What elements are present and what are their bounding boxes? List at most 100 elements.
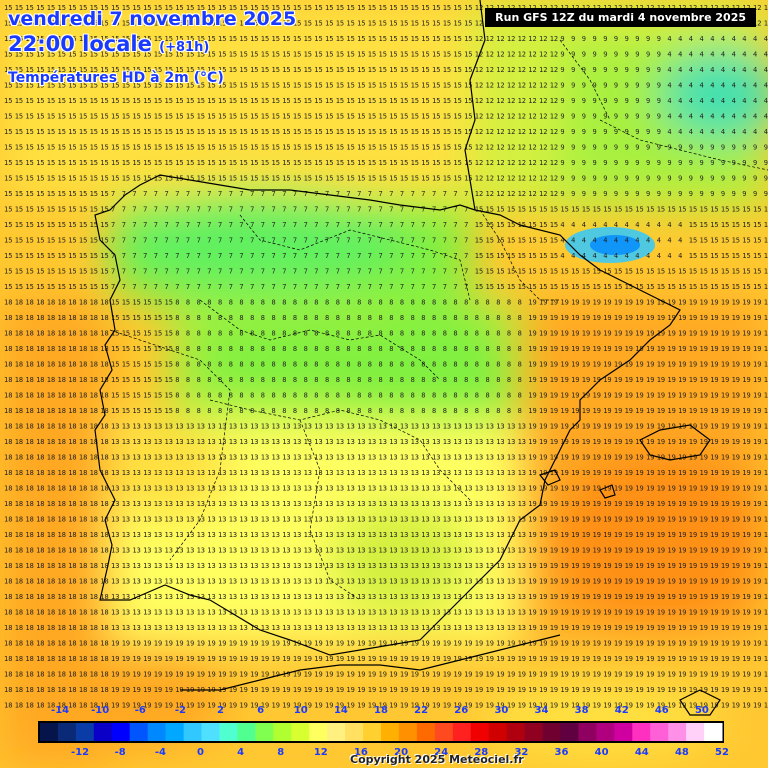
svg-text:18: 18 — [100, 531, 108, 539]
svg-text:18: 18 — [79, 686, 87, 694]
svg-text:13: 13 — [304, 516, 312, 524]
svg-text:18: 18 — [58, 407, 66, 415]
svg-text:15: 15 — [175, 35, 183, 43]
svg-text:8: 8 — [357, 299, 361, 307]
svg-text:15: 15 — [678, 206, 686, 214]
svg-text:13: 13 — [453, 593, 461, 601]
svg-text:4: 4 — [732, 82, 736, 90]
svg-text:13: 13 — [229, 624, 237, 632]
svg-text:19: 19 — [614, 469, 622, 477]
svg-text:19: 19 — [678, 407, 686, 415]
svg-text:13: 13 — [453, 578, 461, 586]
svg-text:15: 15 — [47, 4, 55, 12]
svg-text:8: 8 — [336, 376, 340, 384]
svg-text:19: 19 — [657, 361, 665, 369]
svg-text:18: 18 — [25, 407, 33, 415]
svg-text:19: 19 — [700, 531, 708, 539]
svg-text:18: 18 — [15, 438, 23, 446]
svg-text:19: 19 — [614, 330, 622, 338]
svg-text:4: 4 — [700, 128, 704, 136]
svg-text:13: 13 — [368, 500, 376, 508]
svg-text:18: 18 — [58, 469, 66, 477]
svg-text:19: 19 — [239, 702, 247, 710]
svg-text:18: 18 — [47, 376, 55, 384]
svg-text:15: 15 — [453, 82, 461, 90]
svg-text:19: 19 — [582, 593, 590, 601]
svg-text:15: 15 — [421, 144, 429, 152]
svg-text:18: 18 — [100, 485, 108, 493]
svg-text:8: 8 — [218, 330, 222, 338]
svg-text:13: 13 — [293, 547, 301, 555]
svg-text:19: 19 — [550, 624, 558, 632]
svg-text:12: 12 — [496, 128, 504, 136]
svg-text:8: 8 — [443, 361, 447, 369]
svg-text:9: 9 — [560, 82, 564, 90]
svg-text:13: 13 — [261, 454, 269, 462]
svg-text:15: 15 — [122, 82, 130, 90]
svg-text:13: 13 — [357, 531, 365, 539]
svg-text:18: 18 — [68, 686, 76, 694]
svg-text:15: 15 — [753, 206, 761, 214]
svg-text:15: 15 — [100, 190, 108, 198]
svg-text:19: 19 — [657, 593, 665, 601]
svg-text:18: 18 — [15, 330, 23, 338]
svg-text:19: 19 — [710, 655, 718, 663]
svg-text:19: 19 — [325, 655, 333, 663]
svg-text:8: 8 — [486, 392, 490, 400]
svg-text:19: 19 — [710, 516, 718, 524]
svg-text:15: 15 — [239, 175, 247, 183]
svg-text:19: 19 — [379, 655, 387, 663]
svg-text:15: 15 — [229, 4, 237, 12]
svg-text:19: 19 — [742, 655, 750, 663]
svg-text:15: 15 — [336, 113, 344, 121]
svg-text:15: 15 — [111, 392, 119, 400]
svg-text:19: 19 — [539, 454, 547, 462]
svg-text:19: 19 — [753, 671, 761, 679]
svg-text:19: 19 — [411, 686, 419, 694]
svg-text:19: 19 — [764, 562, 768, 570]
svg-text:8: 8 — [250, 345, 254, 353]
svg-text:19: 19 — [304, 671, 312, 679]
svg-text:13: 13 — [432, 485, 440, 493]
svg-text:7: 7 — [443, 268, 447, 276]
svg-text:8: 8 — [368, 392, 372, 400]
legend-label-top: 14 — [334, 705, 348, 716]
svg-text:15: 15 — [175, 128, 183, 136]
svg-text:8: 8 — [389, 345, 393, 353]
svg-text:15: 15 — [79, 144, 87, 152]
svg-text:15: 15 — [68, 144, 76, 152]
svg-text:15: 15 — [357, 66, 365, 74]
svg-text:19: 19 — [742, 438, 750, 446]
svg-text:19: 19 — [357, 671, 365, 679]
svg-text:19: 19 — [732, 361, 740, 369]
svg-text:8: 8 — [432, 392, 436, 400]
svg-text:13: 13 — [314, 516, 322, 524]
svg-text:8: 8 — [336, 361, 340, 369]
svg-text:4: 4 — [721, 82, 725, 90]
svg-text:15: 15 — [400, 82, 408, 90]
svg-text:19: 19 — [197, 702, 205, 710]
svg-text:18: 18 — [4, 345, 12, 353]
svg-text:13: 13 — [314, 593, 322, 601]
svg-text:15: 15 — [36, 82, 44, 90]
svg-text:8: 8 — [432, 299, 436, 307]
svg-text:19: 19 — [635, 314, 643, 322]
svg-text:15: 15 — [68, 268, 76, 276]
svg-text:9: 9 — [603, 190, 607, 198]
svg-text:19: 19 — [518, 640, 526, 648]
legend-swatch — [686, 723, 705, 741]
svg-text:7: 7 — [132, 190, 136, 198]
svg-text:8: 8 — [357, 361, 361, 369]
svg-text:8: 8 — [518, 299, 522, 307]
svg-text:8: 8 — [379, 330, 383, 338]
svg-text:4: 4 — [667, 97, 671, 105]
svg-text:8: 8 — [272, 345, 276, 353]
svg-text:15: 15 — [58, 190, 66, 198]
svg-text:13: 13 — [314, 531, 322, 539]
svg-text:15: 15 — [90, 237, 98, 245]
svg-text:8: 8 — [207, 314, 211, 322]
svg-text:12: 12 — [507, 113, 515, 121]
svg-text:8: 8 — [250, 330, 254, 338]
svg-text:19: 19 — [389, 671, 397, 679]
svg-text:15: 15 — [154, 144, 162, 152]
